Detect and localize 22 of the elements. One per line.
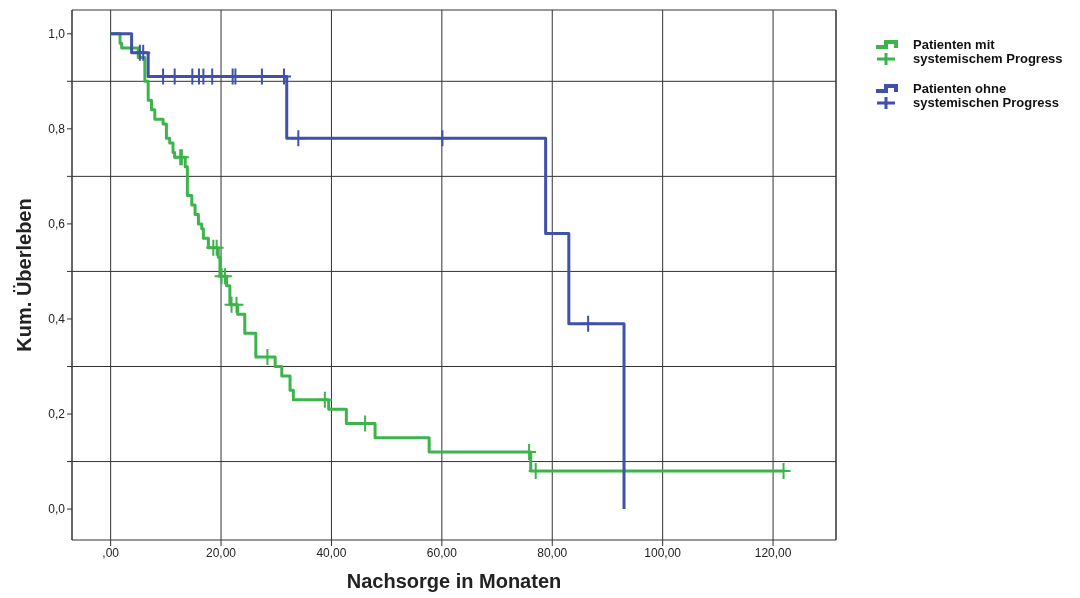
point (316, 390, 333, 409)
y-tick-label: 0,4 (48, 312, 66, 327)
y-axis-title: Kum. Überleben (13, 198, 36, 352)
y-tick-label: 0,0 (48, 502, 66, 517)
x-tick-label: 80,00 (537, 545, 568, 560)
x-tick-label: ,00 (102, 545, 120, 560)
y-tick-label: 1,0 (48, 27, 66, 42)
y-tick-label: 0,8 (48, 122, 66, 137)
x-tick-label: 40,00 (316, 545, 347, 560)
x-tick-label: 100,00 (644, 545, 682, 560)
legend-label: Patienten mit systemischem Progress (913, 37, 1064, 66)
y-tick-label: 0,2 (48, 407, 66, 422)
point (580, 314, 597, 333)
point (135, 43, 152, 62)
x-axis-title: Nachsorge in Monaten (346, 570, 562, 592)
x-tick-label: 120,00 (754, 545, 792, 560)
point (434, 129, 451, 148)
x-tick-label: 20,00 (206, 545, 237, 560)
x-tick-label: 60,00 (426, 545, 458, 560)
y-tick-label: 0,6 (48, 217, 66, 232)
legend-label: Patienten ohne systemischen Progress (913, 81, 1060, 110)
point (290, 129, 307, 148)
